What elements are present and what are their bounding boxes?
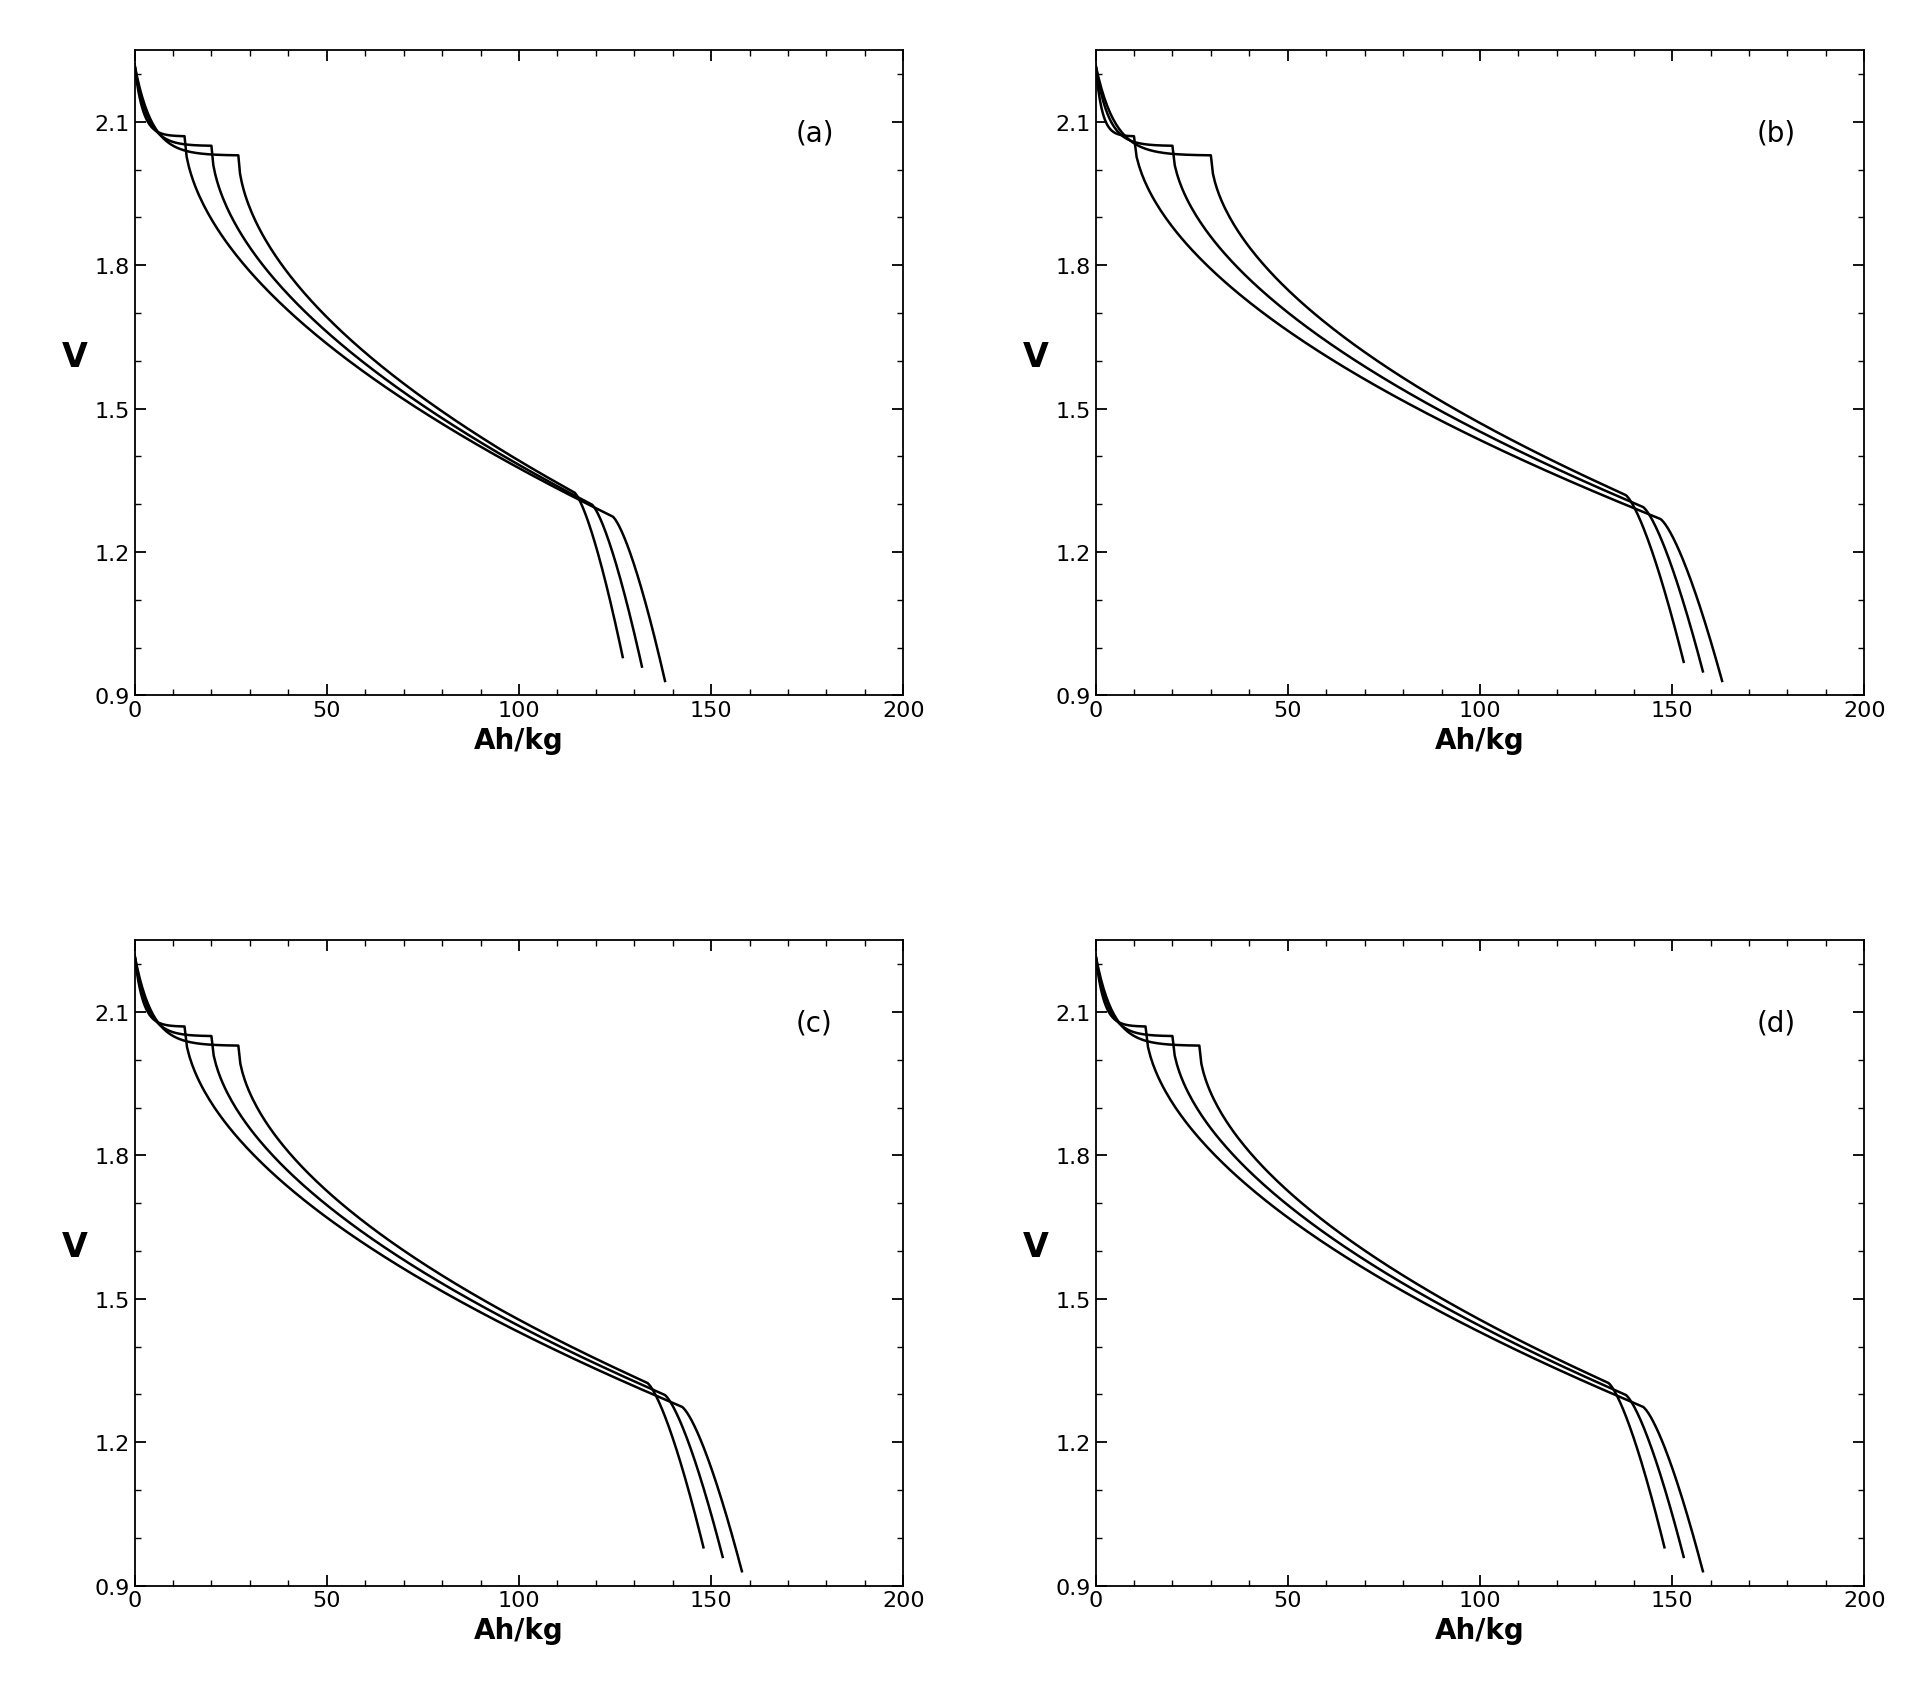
X-axis label: Ah/kg: Ah/kg xyxy=(475,1616,563,1644)
Text: (d): (d) xyxy=(1757,1009,1795,1037)
X-axis label: Ah/kg: Ah/kg xyxy=(1436,726,1524,754)
Text: (b): (b) xyxy=(1757,119,1795,147)
Y-axis label: V: V xyxy=(62,341,88,373)
Y-axis label: V: V xyxy=(1023,341,1049,373)
Text: (a): (a) xyxy=(796,119,834,147)
Y-axis label: V: V xyxy=(1023,1231,1049,1263)
X-axis label: Ah/kg: Ah/kg xyxy=(1436,1616,1524,1644)
X-axis label: Ah/kg: Ah/kg xyxy=(475,726,563,754)
Text: (c): (c) xyxy=(796,1009,832,1037)
Y-axis label: V: V xyxy=(62,1231,88,1263)
